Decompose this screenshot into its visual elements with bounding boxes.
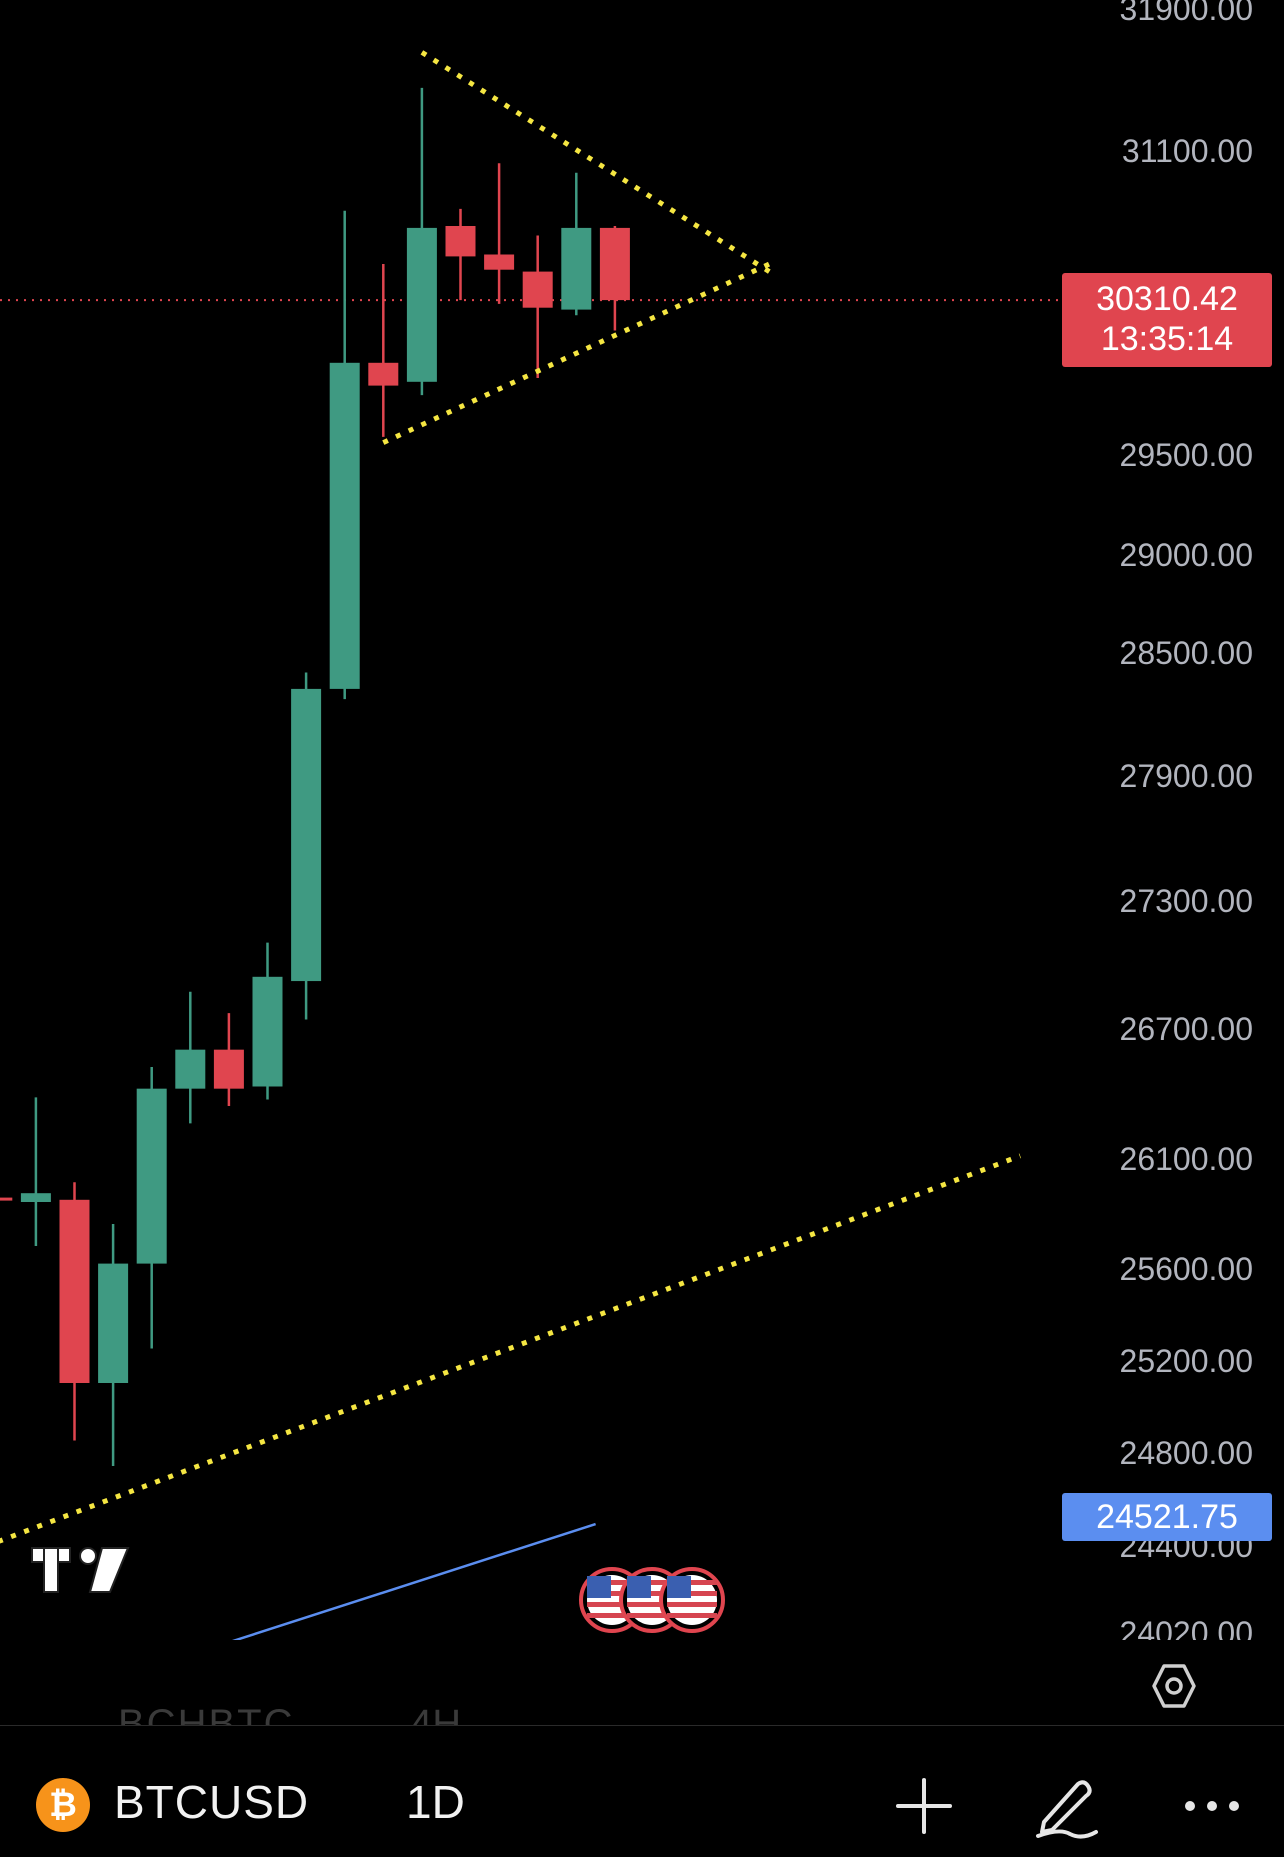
- plus-icon[interactable]: [888, 1770, 960, 1842]
- candle-down: [522, 271, 553, 308]
- gear-icon[interactable]: [1150, 1662, 1198, 1710]
- candle-down: [59, 1199, 90, 1383]
- y-tick-label: 31100.00: [1122, 133, 1253, 169]
- interval-button[interactable]: 1D: [406, 1776, 465, 1828]
- candle-up: [20, 1193, 51, 1202]
- candle-down: [445, 226, 476, 257]
- candle-up: [329, 362, 360, 689]
- y-tick-label: 25200.00: [1120, 1343, 1253, 1379]
- symbol-button[interactable]: BTCUSD: [114, 1776, 310, 1828]
- bitcoin-icon: ₿: [36, 1778, 90, 1832]
- y-tick-label: 27300.00: [1120, 883, 1253, 919]
- candle-countdown-label: 13:35:14: [1100, 320, 1234, 358]
- moving-average-line: [231, 1522, 596, 1640]
- candle-up: [98, 1263, 129, 1383]
- triangle-lower-trendline: [382, 261, 771, 445]
- candle-up: [175, 1049, 206, 1089]
- candle-down: [0, 1197, 13, 1201]
- more-icon[interactable]: [1176, 1770, 1248, 1842]
- y-tick-label: 24020.00: [1120, 1615, 1253, 1640]
- candle-up: [136, 1088, 167, 1264]
- last-price-badge: 30310.42 13:35:14: [1062, 273, 1272, 367]
- tradingview-logo: [31, 1547, 130, 1593]
- us-flag-event-icon: [659, 1567, 725, 1633]
- pen-icon[interactable]: [1030, 1770, 1102, 1842]
- y-tick-label: 31900.00: [1120, 0, 1253, 27]
- y-tick-label: 29500.00: [1120, 437, 1253, 473]
- candle-down: [484, 254, 515, 270]
- ma-value-badge: 24521.75: [1062, 1493, 1272, 1541]
- y-tick-label: 28500.00: [1120, 635, 1253, 671]
- candle-up: [252, 976, 283, 1087]
- y-tick-label: 26100.00: [1120, 1141, 1253, 1177]
- candle-down: [599, 227, 630, 301]
- candle-up: [561, 227, 592, 310]
- y-tick-label: 25600.00: [1120, 1251, 1253, 1287]
- candle-up: [291, 688, 322, 982]
- y-tick-label: 27900.00: [1120, 758, 1253, 794]
- plot-area: [0, 50, 1060, 1640]
- candle-down: [368, 362, 399, 386]
- candle-up: [406, 227, 437, 382]
- last-price-label: 30310.42: [1096, 280, 1238, 318]
- y-tick-label: 26700.00: [1120, 1011, 1253, 1047]
- candlestick-chart[interactable]: 31900.00 31100.00 29500.00 29000.00 28500.00…: [0, 0, 1284, 1640]
- candle-down: [213, 1049, 244, 1089]
- y-tick-label: 24800.00: [1120, 1435, 1253, 1471]
- y-tick-label: 29000.00: [1120, 537, 1253, 573]
